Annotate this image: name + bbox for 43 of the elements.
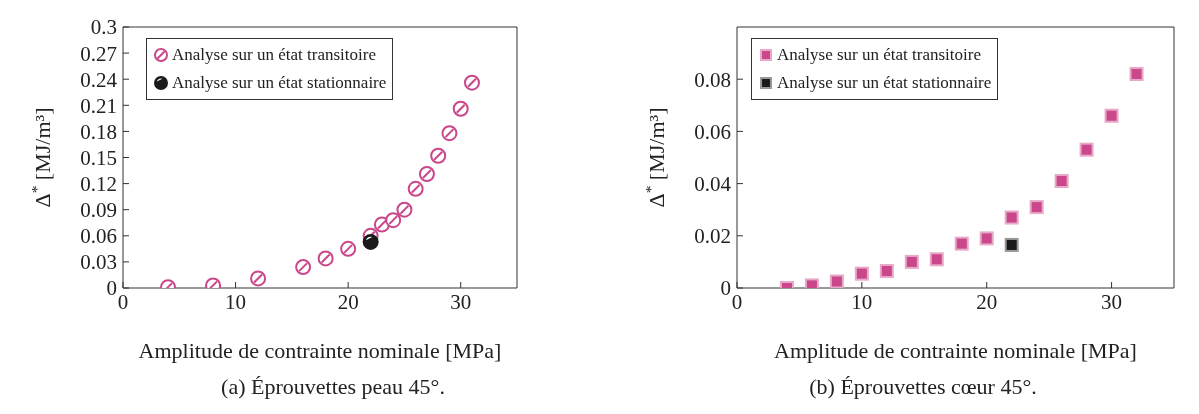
point — [879, 264, 894, 279]
point — [904, 254, 919, 269]
point — [362, 233, 379, 250]
x-axis-title: Amplitude de contrainte nominale [MPa] — [774, 338, 1137, 363]
point — [1029, 200, 1044, 215]
y-tick-label: 0.04 — [694, 172, 732, 197]
y-tick-label: 0.15 — [80, 145, 117, 170]
legend-label: Analyse sur un état stationnaire — [777, 72, 992, 94]
y-tick-label: 0.3 — [90, 15, 117, 40]
x-axis-title: Amplitude de contrainte nominale [MPa] — [138, 338, 502, 363]
y-tick-label: 0.06 — [80, 224, 117, 249]
point — [1129, 66, 1144, 81]
y-tick-label: 0.09 — [80, 198, 117, 223]
x-tick-label: 30 — [1101, 289, 1123, 314]
y-tick-label: 0.24 — [80, 67, 118, 92]
text: (a) Éprouvettes peau 45°. — [220, 374, 446, 400]
legend-label: Analyse sur un état transitoire — [172, 44, 376, 66]
x-tick-label: 30 — [450, 289, 472, 314]
text: (b) Éprouvettes cœur 45°. — [808, 374, 1038, 400]
y-tick-label: 0.08 — [694, 67, 731, 92]
legend-label: Analyse sur un état stationnaire — [172, 72, 387, 94]
point — [1104, 108, 1119, 123]
y-tick-label: 0.06 — [694, 119, 731, 144]
point — [1004, 210, 1019, 225]
point — [1054, 173, 1069, 188]
x-tick-label: 10 — [851, 289, 873, 314]
point — [854, 266, 869, 281]
y-tick-label: 0.03 — [80, 250, 117, 275]
point — [1079, 142, 1094, 157]
x-tick-label: 20 — [337, 289, 359, 314]
y-tick-label: 0.18 — [80, 119, 117, 144]
point — [929, 252, 944, 267]
x-tick-label: 10 — [225, 289, 247, 314]
x-tick-label: 20 — [976, 289, 998, 314]
point — [954, 236, 969, 251]
legend-label: Analyse sur un état transitoire — [777, 44, 981, 66]
point — [1004, 237, 1019, 252]
y-tick-label: 0.27 — [80, 41, 117, 66]
point — [979, 231, 994, 246]
point — [829, 274, 844, 288]
y-tick-label: 0.02 — [694, 224, 731, 249]
y-tick-label: 0.12 — [80, 172, 117, 197]
y-tick-label: 0.21 — [80, 93, 117, 118]
